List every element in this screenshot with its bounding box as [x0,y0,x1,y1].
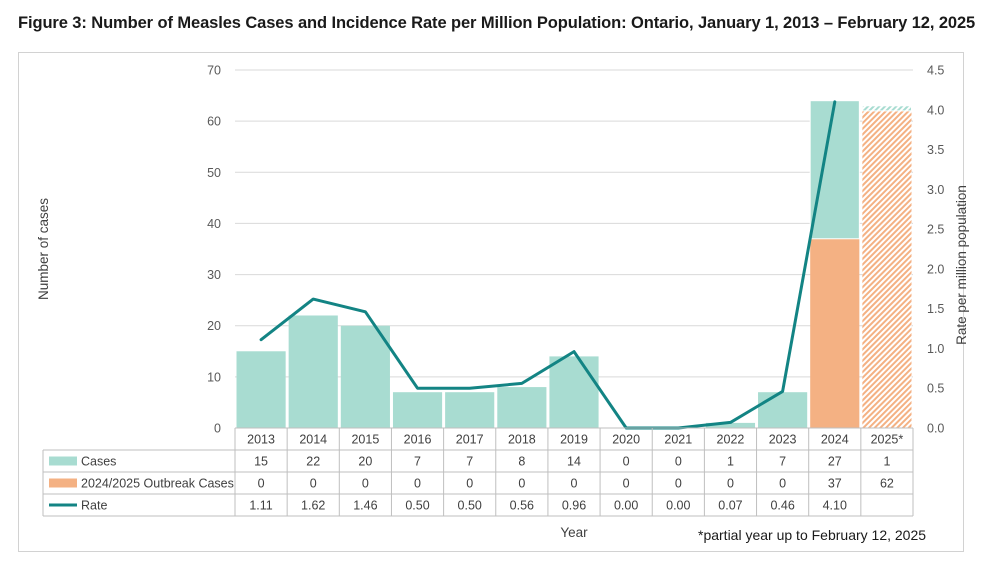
data-table-value: 0.50 [405,499,429,513]
data-table-value: 0 [779,477,786,491]
y-left-tick-label: 40 [207,217,221,231]
x-tick-label: 2023 [769,433,797,447]
y-left-tick-label: 50 [207,166,221,180]
data-table-value: 22 [306,455,320,469]
footnote: *partial year up to February 12, 2025 [698,527,927,543]
y-right-tick-label: 1.5 [927,302,944,316]
x-tick-label: 2013 [247,433,275,447]
data-table-value: 1.62 [301,499,325,513]
data-table-value: 14 [567,455,581,469]
bar-cases-2014 [288,315,338,428]
bar-cases-2017 [445,392,495,428]
y-left-tick-label: 30 [207,268,221,282]
y-right-tick-label: 1.0 [927,342,944,356]
data-table-value: 0 [466,477,473,491]
bar-cases-2022 [705,422,756,428]
x-tick-label: 2020 [612,433,640,447]
x-tick-label: 2016 [404,433,432,447]
chart-frame [18,52,964,552]
data-table-value: 0.00 [614,499,638,513]
y-right-tick-label: 0.5 [927,382,944,396]
y-right-axis-title: Rate per million population [954,185,969,345]
bar-cases-2024 [809,100,860,240]
data-table-value: 7 [779,455,786,469]
data-table-value: 27 [828,455,842,469]
data-table-value: 0 [362,477,369,491]
data-table-value: 0 [310,477,317,491]
data-table-value: 1 [883,455,890,469]
y-left-tick-label: 20 [207,319,221,333]
data-table-value: 7 [466,455,473,469]
data-table-value: 7 [414,455,421,469]
legend-key-cases [49,456,77,466]
bar-cases-2013 [236,351,286,428]
x-axis-title: Year [560,525,588,540]
x-tick-label: 2018 [508,433,536,447]
data-table-value: 15 [254,455,268,469]
y-right-tick-label: 3.5 [927,143,944,157]
data-table-value: 1 [727,455,734,469]
x-tick-label: 2022 [717,433,745,447]
legend-label: 2024/2025 Outbreak Cases [81,477,234,491]
data-table-value: 0.50 [458,499,482,513]
data-table-value: 0 [258,477,265,491]
data-table-value: 1.46 [353,499,377,513]
data-table-value: 0 [571,477,578,491]
bar-cases-2023 [758,392,808,428]
data-table-value: 62 [880,477,894,491]
figure-title: Figure 3: Number of Measles Cases and In… [18,14,976,32]
bar-cases-2019 [549,356,599,428]
data-table-value: 0 [623,477,630,491]
data-table-value: 37 [828,477,842,491]
y-left-tick-label: 70 [207,64,221,78]
data-table-value: 0 [675,455,682,469]
y-right-tick-label: 3.0 [927,183,944,197]
y-right-tick-label: 4.5 [927,64,944,78]
x-tick-label: 2025* [871,433,904,447]
bar-cases-2018 [497,387,547,428]
x-tick-label: 2024 [821,433,849,447]
y-left-tick-label: 0 [214,422,221,436]
data-table-value: 4.10 [823,499,847,513]
y-right-tick-label: 4.0 [927,103,944,117]
bar-cases-2025 [861,105,912,112]
x-tick-label: 2015 [351,433,379,447]
y-right-tick-label: 0.0 [927,422,944,436]
data-table-value: 0 [727,477,734,491]
bar-outbreak-2025 [862,110,912,429]
y-right-tick-label: 2.0 [927,262,944,276]
rate-line [259,100,837,430]
legend-label: Cases [81,455,116,469]
legend-label: Rate [81,499,107,513]
data-table-value: 8 [518,455,525,469]
x-tick-label: 2019 [560,433,588,447]
y-left-tick-label: 60 [207,115,221,129]
y-left-tick-label: 10 [207,370,221,384]
x-tick-label: 2017 [456,433,484,447]
data-table-value: 0 [414,477,421,491]
bar-cases-2015 [340,325,390,428]
data-table-value: 1.11 [249,499,272,513]
data-table-value: 0 [623,455,630,469]
data-table-value: 0.07 [718,499,742,513]
y-right-tick-label: 2.5 [927,223,944,237]
data-table-value: 0.56 [510,499,534,513]
data-table-value: 0.00 [666,499,690,513]
x-tick-label: 2014 [299,433,327,447]
y-left-axis-title: Number of cases [36,198,51,300]
data-table-value: 0 [518,477,525,491]
legend-key-outbreak [49,478,77,488]
data-table-value: 0 [675,477,682,491]
bar-outbreak-2024 [810,238,860,428]
bar-cases-2016 [392,392,443,428]
data-table-value: 0.96 [562,499,586,513]
data-table-value: 20 [358,455,372,469]
data-table-value: 0.46 [770,499,794,513]
x-tick-label: 2021 [664,433,692,447]
